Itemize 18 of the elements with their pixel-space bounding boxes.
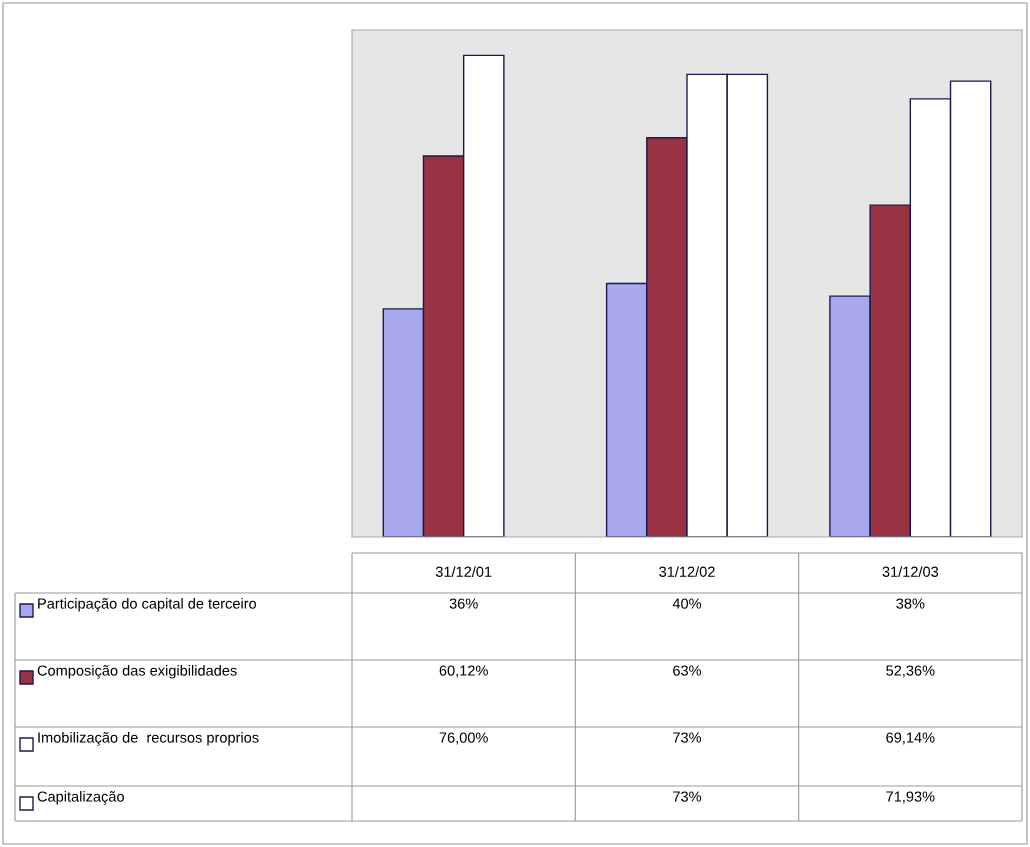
data-label: 69,14% — [886, 732, 935, 745]
legend-label: Composição das exigibilidades — [37, 665, 237, 679]
legend-label: Capitalização — [37, 791, 124, 805]
data-label: 38% — [896, 598, 925, 609]
data-label: 36% — [449, 598, 478, 609]
legend-label: Participação do capital de terceiro — [38, 598, 257, 612]
data-label: 60,12% — [439, 665, 488, 678]
x-tick-label: 31/12/01 — [435, 566, 492, 577]
data-label: 40% — [672, 598, 702, 609]
legend-label: Imobilização de recursos proprios — [38, 732, 259, 746]
data-label: 63% — [673, 665, 702, 676]
x-tick-label: 31/12/03 — [882, 566, 939, 577]
data-label: 73% — [673, 791, 702, 802]
data-label: 52,36% — [886, 665, 935, 678]
data-label: 71,93% — [886, 791, 935, 804]
x-tick-label: 31/12/02 — [659, 566, 715, 577]
data-label: 76,00% — [439, 732, 488, 745]
data-label: 73% — [673, 732, 702, 743]
